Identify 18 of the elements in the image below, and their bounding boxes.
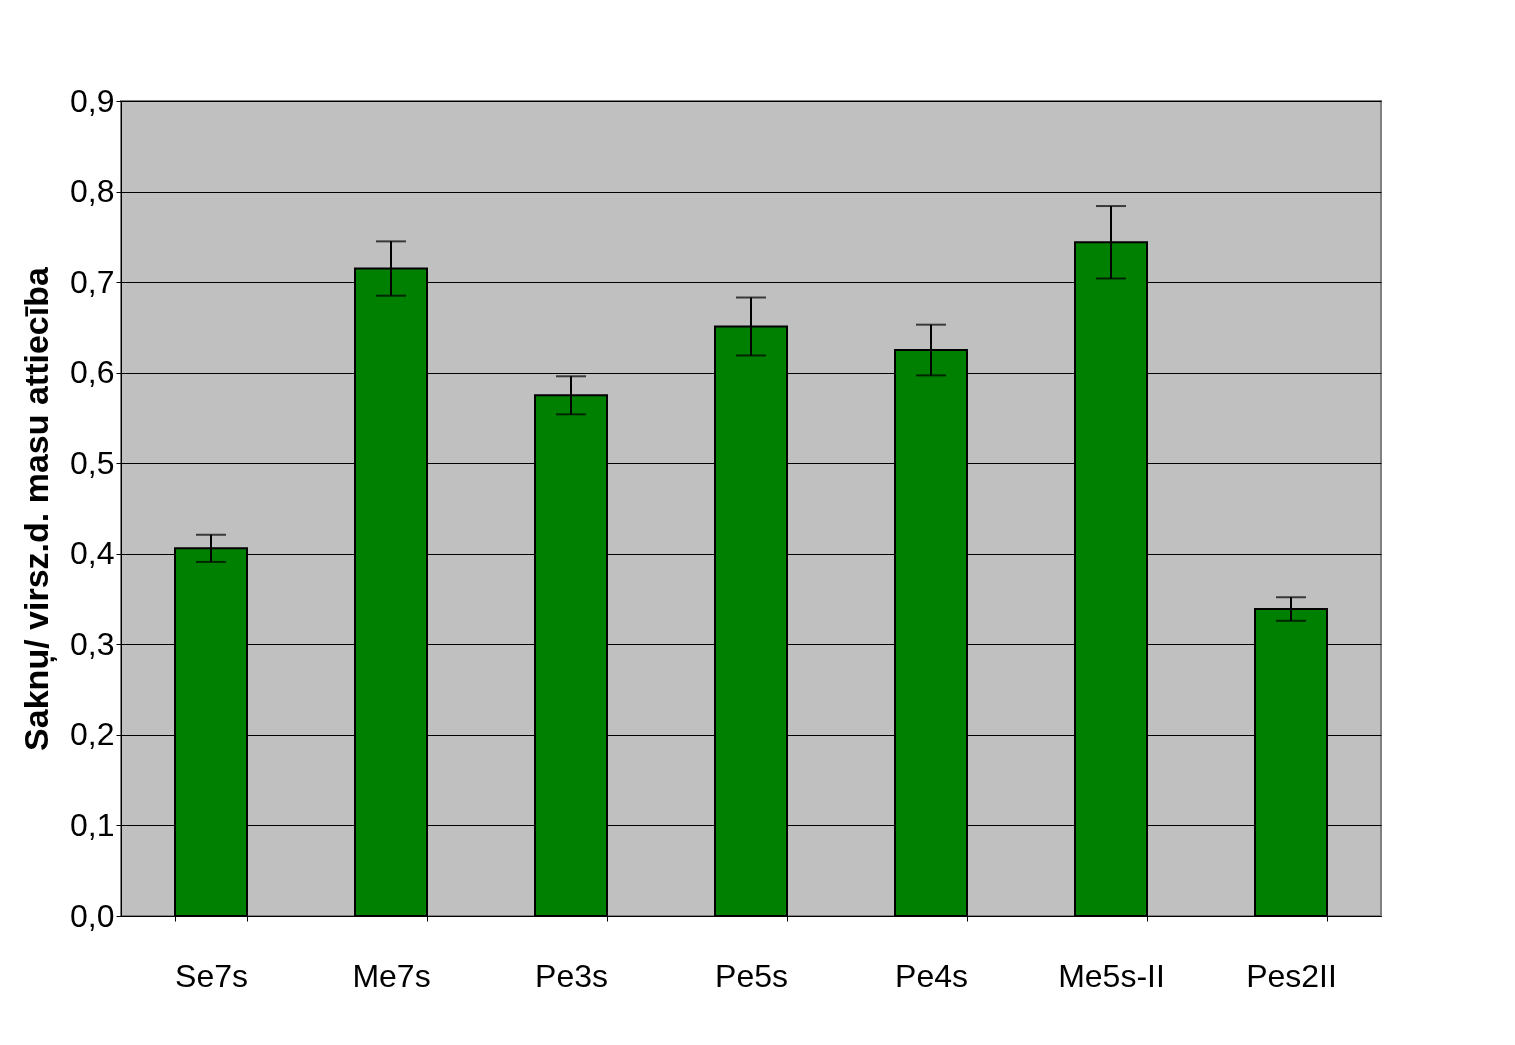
y-tick-label: 0,5: [70, 444, 115, 481]
y-tick-label: 0,3: [70, 625, 115, 662]
y-tick-label: 0,1: [70, 806, 115, 843]
x-tick-label: Pe3s: [535, 957, 608, 994]
y-tick-label: 0,0: [70, 897, 115, 934]
x-tick-label: Me7s: [352, 957, 431, 994]
x-tick-label: Se7s: [175, 957, 248, 994]
y-tick-label: 0,2: [70, 716, 115, 753]
x-tick-label: Pes2II: [1246, 957, 1337, 994]
y-tick-label: 0,6: [70, 354, 115, 391]
y-tick-label: 0,9: [70, 82, 115, 119]
y-tick-label: 0,4: [70, 535, 115, 572]
y-axis-title: Saknu̦/ virsz.d. masu attiecība: [17, 266, 57, 751]
y-tick-label: 0,8: [70, 173, 115, 210]
x-tick-label: Pe5s: [715, 957, 788, 994]
x-tick-label: Pe4s: [895, 957, 968, 994]
x-tick-label: Me5s-II: [1058, 957, 1165, 994]
y-tick-label: 0,7: [70, 263, 115, 300]
